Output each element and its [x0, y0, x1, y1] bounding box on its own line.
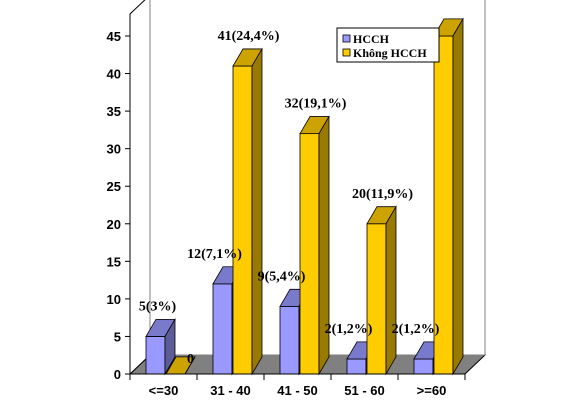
- data-label: 9(5,4%): [258, 269, 306, 284]
- y-tick-label: 25: [107, 179, 121, 194]
- bar: [433, 17, 464, 376]
- legend-label: HCCH: [353, 32, 390, 46]
- bar: [232, 47, 263, 376]
- x-axis: <=30 31 - 40 41 - 50 51 - 60 >=60: [129, 373, 466, 398]
- legend-box: [336, 27, 440, 63]
- data-label: 12(7,1%): [187, 247, 242, 262]
- y-tick-label: 20: [107, 217, 121, 232]
- left-wall: [129, 0, 151, 376]
- y-tick-label: 40: [107, 67, 121, 82]
- bar-side: [164, 317, 176, 376]
- x-tick-label: 51 - 60: [344, 383, 384, 398]
- data-label: 2(1,2%): [392, 322, 440, 337]
- data-label: 41(24,4%): [218, 29, 280, 44]
- x-tick-label: >=60: [417, 383, 447, 398]
- bar-side: [318, 115, 330, 376]
- data-labels: 5(3%) 0 12(7,1%) 41(24,4%) 9(5,4%) 32(19,1%) 2…: [139, 29, 440, 367]
- y-tick-label: 0: [114, 367, 121, 382]
- bar-side: [385, 205, 397, 376]
- bar-front: [212, 283, 233, 375]
- y-tick-label: 30: [107, 142, 121, 157]
- bar: [299, 115, 330, 376]
- bar-side: [251, 47, 263, 376]
- legend-swatch: [342, 48, 351, 57]
- data-label: 0: [187, 352, 194, 367]
- legend-label: Không HCCH: [353, 46, 427, 60]
- bar-front: [279, 305, 300, 375]
- x-tick-label: 31 - 40: [210, 383, 250, 398]
- y-tick-label: 15: [107, 254, 121, 269]
- data-label: 5(3%): [139, 299, 177, 314]
- x-tick-label: <=30: [149, 383, 179, 398]
- bar-front: [232, 65, 253, 375]
- y-tick-label: 35: [107, 104, 121, 119]
- bar-side: [452, 17, 464, 376]
- y-tick-label: 5: [114, 329, 121, 344]
- data-label: 32(19,1%): [285, 97, 347, 112]
- bars-layer: [145, 17, 464, 376]
- bar-front: [346, 358, 367, 375]
- data-label: 2(1,2%): [325, 322, 373, 337]
- bar-front: [366, 223, 387, 375]
- bar-front: [413, 358, 434, 375]
- y-tick-label: 45: [107, 29, 121, 44]
- data-label: 20(11,9%): [352, 187, 413, 202]
- bar-front: [299, 133, 320, 375]
- legend-swatch: [342, 34, 351, 43]
- x-tick-label: 41 - 50: [277, 383, 317, 398]
- y-tick-label: 10: [107, 292, 121, 307]
- bar-front: [145, 336, 166, 375]
- bar: [366, 205, 397, 376]
- y-axis: 0 5 10 15 20 25 30 35 40 45: [107, 14, 131, 382]
- bar-side: [184, 356, 196, 375]
